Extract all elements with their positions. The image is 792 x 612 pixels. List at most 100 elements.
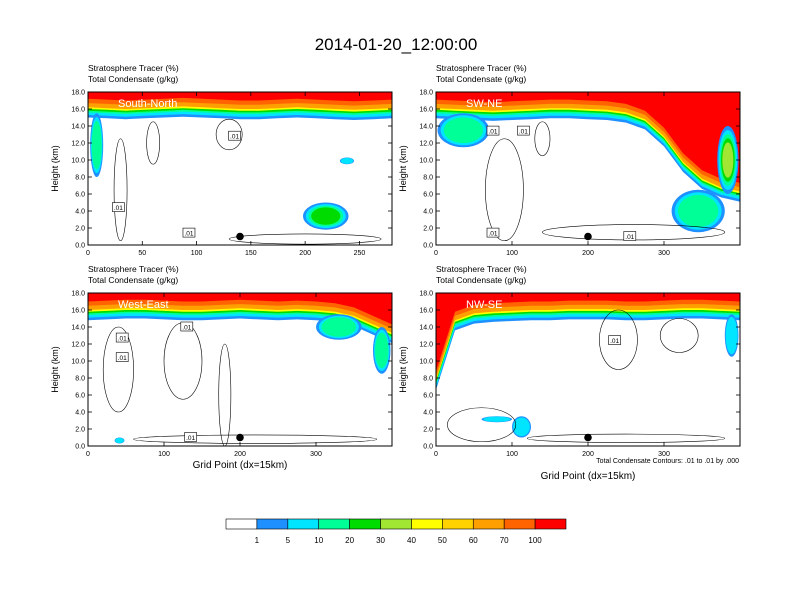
- y-tick-label: 8.0: [75, 376, 85, 383]
- colorbar-swatch-7: [411, 518, 443, 530]
- contour-footnote: Total Condensate Contours: .01 to .01 by…: [596, 458, 739, 465]
- contour-label-box: [486, 125, 500, 136]
- contour-label-box: [112, 202, 125, 212]
- x-tick-label: 250: [354, 250, 366, 257]
- contour-label-4: .01: [184, 432, 197, 442]
- tracer-feature-1: [90, 113, 104, 177]
- tracer-band-2: [436, 293, 740, 388]
- panel-title-line-1: Stratosphere Tracer (%): [88, 264, 179, 274]
- x-tick-label: 300: [310, 451, 322, 458]
- tracer-feature-2: [671, 189, 725, 233]
- panel-title-line-1: Stratosphere Tracer (%): [436, 63, 527, 73]
- y-tick-label: 16.0: [71, 107, 85, 114]
- contour-label-1: .01: [608, 335, 621, 345]
- x-tick-label: 0: [434, 250, 438, 257]
- tracer-band-8: [436, 293, 740, 372]
- location-marker: [584, 232, 592, 241]
- feature-level-4: [311, 207, 341, 225]
- y-tick-label: 2.0: [423, 226, 433, 233]
- panel-title-line-2: Total Condensate (g/kg): [436, 275, 526, 285]
- tracer-feature-2: [373, 327, 391, 374]
- y-tick-label: 6.0: [75, 192, 85, 199]
- feature-level-3: [677, 194, 719, 228]
- x-tick-label: 50: [138, 250, 146, 257]
- y-tick-label: 14.0: [419, 325, 433, 332]
- y-tick-label: 8.0: [75, 175, 85, 182]
- y-tick-label: 16.0: [71, 308, 85, 315]
- colorbar-swatch-8: [442, 518, 474, 530]
- contour-label-text: .01: [184, 231, 193, 238]
- y-tick-label: 12.0: [71, 141, 85, 148]
- contour-label-1: .01: [115, 332, 129, 343]
- x-tick-label: 0: [434, 451, 438, 458]
- condensate-contour-3: [146, 121, 160, 165]
- y-tick-label: 18.0: [71, 291, 85, 298]
- contour-label-2: .01: [517, 125, 530, 136]
- panel-title-line-2: Total Condensate (g/kg): [88, 275, 178, 285]
- contour-label-text: .01: [118, 355, 127, 362]
- panel-title-line-1: Stratosphere Tracer (%): [88, 63, 179, 73]
- condensate-contour-4: [133, 434, 378, 444]
- y-tick-label: 12.0: [71, 342, 85, 349]
- x-axis-label: Grid Point (dx=15km): [541, 471, 636, 482]
- contour-label-box: [623, 231, 637, 241]
- y-tick-label: 12.0: [419, 342, 433, 349]
- y-tick-label: 16.0: [419, 107, 433, 114]
- y-tick-label: 14.0: [71, 124, 85, 131]
- x-tick-label: 100: [191, 250, 203, 257]
- colorbar-swatch-4: [318, 518, 350, 530]
- contour-label-text: .01: [519, 129, 528, 136]
- y-tick-label: 2.0: [75, 226, 85, 233]
- x-tick-label: 200: [234, 451, 246, 458]
- tracer-feature-1: [512, 416, 531, 438]
- y-tick-label: 12.0: [419, 141, 433, 148]
- feature-level-3: [443, 117, 483, 144]
- y-tick-label: 18.0: [71, 90, 85, 97]
- y-tick-label: 10.0: [419, 359, 433, 366]
- y-tick-label: 4.0: [75, 209, 85, 216]
- x-tick-label: 200: [299, 250, 311, 257]
- tracer-feature-2: [481, 416, 512, 423]
- y-tick-label: 4.0: [423, 209, 433, 216]
- y-tick-label: 2.0: [75, 427, 85, 434]
- colorbar-swatch-3: [287, 518, 320, 530]
- panel-2: .01 .01 .01 .01 SW-NE Stratosphere Tracer (%)…: [398, 63, 741, 257]
- colorbar-swatch-11: [534, 518, 567, 530]
- contour-label-text: .01: [118, 336, 127, 343]
- contour-label-box: [517, 125, 530, 136]
- x-tick-label: 300: [658, 451, 670, 458]
- condensate-contour-2: [599, 309, 638, 370]
- y-tick-label: 16.0: [419, 308, 433, 315]
- panel-label: NW-SE: [466, 299, 502, 311]
- y-tick-label: 4.0: [423, 410, 433, 417]
- colorbar-label-3: 10: [314, 536, 323, 545]
- y-tick-label: 10.0: [419, 158, 433, 165]
- colorbar-swatch-2: [256, 518, 289, 530]
- y-tick-label: 0.0: [423, 243, 433, 250]
- location-marker: [236, 433, 244, 442]
- y-axis-label: Height (km): [50, 145, 60, 192]
- feature-level-3: [321, 317, 357, 337]
- y-tick-label: 18.0: [419, 90, 433, 97]
- contour-label-text: .01: [182, 325, 191, 332]
- contour-label-3: .01: [180, 321, 194, 332]
- colorbar-label-2: 5: [286, 536, 291, 545]
- contour-label-2: .01: [115, 352, 129, 362]
- plot-area: .01 .01 .01: [88, 92, 392, 245]
- feature-level-2: [340, 157, 354, 164]
- x-tick-label: 0: [86, 250, 90, 257]
- y-tick-label: 2.0: [423, 427, 433, 434]
- condensate-contour-1: [113, 138, 128, 242]
- y-tick-label: 8.0: [423, 175, 433, 182]
- location-marker: [236, 232, 244, 241]
- y-tick-label: 6.0: [423, 192, 433, 199]
- contour-label-text: .01: [114, 205, 123, 212]
- contour-label-box: [182, 227, 196, 238]
- x-tick-label: 200: [582, 250, 594, 257]
- contour-label-1: .01: [228, 130, 241, 141]
- contour-label-text: .01: [610, 338, 619, 345]
- colorbar: 1 5 10 20 30 40 50 60 70 100: [225, 518, 567, 545]
- x-tick-label: 100: [506, 451, 518, 458]
- condensate-contour-1: [485, 138, 524, 242]
